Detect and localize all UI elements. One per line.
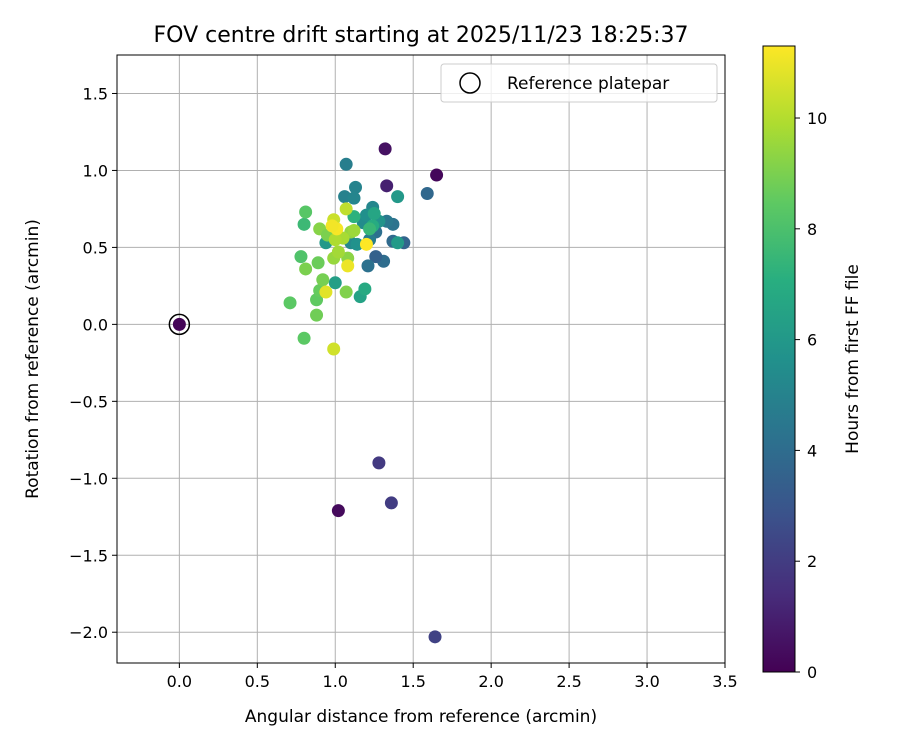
data-point	[384, 496, 398, 510]
x-tick-label: 1.0	[323, 672, 348, 691]
y-tick-label: 1.0	[83, 161, 108, 180]
y-tick-label: −1.0	[69, 469, 108, 488]
legend-label: Reference platepar	[507, 74, 669, 94]
x-tick-label: 2.5	[556, 672, 581, 691]
data-point	[294, 250, 308, 264]
data-point	[420, 187, 434, 201]
colorbar-ticks: 0 2 4 6 8 10	[795, 109, 827, 682]
y-tick-label: 1.5	[83, 84, 108, 103]
y-tick-label: 0.5	[83, 238, 108, 257]
y-tick-label: 0.0	[83, 315, 108, 334]
data-point	[331, 504, 345, 518]
legend: Reference platepar	[440, 63, 718, 103]
colorbar: 0 2 4 6 8 10 Hours from first FF file	[762, 45, 863, 682]
y-tick-label: −0.5	[69, 392, 108, 411]
data-point	[328, 233, 342, 247]
data-point	[369, 250, 383, 264]
colorbar-tick-label: 6	[807, 331, 817, 350]
x-axis-ticks: 0.0 0.5 1.0 1.5 2.0 2.5 3.0 3.5	[167, 663, 738, 691]
data-point	[391, 190, 405, 204]
data-point	[299, 262, 313, 276]
data-point	[359, 237, 373, 251]
plot-frame	[116, 54, 726, 664]
y-tick-label: −2.0	[69, 623, 108, 642]
data-point	[331, 245, 345, 259]
legend-marker-icon	[459, 72, 481, 94]
data-point	[299, 205, 313, 219]
data-point	[319, 285, 333, 299]
colorbar-tick-label: 2	[807, 552, 817, 571]
y-tick-label: −1.5	[69, 546, 108, 565]
data-point	[361, 259, 375, 273]
x-tick-label: 1.5	[400, 672, 425, 691]
data-point	[428, 630, 442, 644]
data-point	[372, 456, 386, 470]
x-axis-label: Angular distance from reference (arcmin)	[245, 707, 597, 727]
data-point	[327, 342, 341, 356]
data-point	[311, 256, 325, 270]
data-point	[350, 237, 364, 251]
legend-box	[440, 63, 718, 103]
data-point	[347, 191, 361, 205]
data-point	[339, 202, 353, 216]
data-point	[283, 296, 297, 310]
data-point	[325, 219, 339, 233]
data-point	[349, 180, 363, 194]
data-point	[391, 236, 405, 250]
colorbar-tick-label: 0	[807, 663, 817, 682]
data-point	[297, 217, 311, 231]
y-axis-ticks: −2.0 −1.5 −1.0 −0.5 0.0 0.5 1.0 1.5	[69, 84, 117, 642]
colorbar-label: Hours from first FF file	[843, 264, 863, 454]
data-point	[430, 168, 444, 182]
data-point	[363, 222, 377, 236]
x-tick-label: 2.0	[478, 672, 503, 691]
colorbar-tick-label: 10	[807, 109, 827, 128]
data-point	[297, 331, 311, 345]
data-point	[380, 179, 394, 193]
grid-lines	[117, 55, 726, 663]
data-point	[347, 223, 361, 237]
x-tick-label: 3.5	[712, 672, 737, 691]
data-point	[341, 259, 355, 273]
data-point	[367, 207, 381, 221]
data-points	[172, 142, 444, 644]
reference-platepar-marker	[168, 313, 191, 336]
x-tick-label: 0.0	[167, 672, 192, 691]
data-point	[378, 142, 392, 156]
data-point	[358, 282, 372, 296]
chart-title: FOV centre drift starting at 2025/11/23 …	[154, 23, 689, 48]
data-point	[328, 276, 342, 290]
data-point	[339, 157, 353, 171]
colorbar-tick-label: 8	[807, 220, 817, 239]
colorbar-tick-label: 4	[807, 441, 817, 460]
y-axis-label: Rotation from reference (arcmin)	[23, 219, 43, 499]
x-tick-label: 0.5	[245, 672, 270, 691]
data-point	[310, 308, 324, 322]
data-point	[316, 273, 330, 287]
colorbar-bar	[762, 45, 796, 673]
x-tick-label: 3.0	[634, 672, 659, 691]
data-point	[172, 317, 186, 331]
data-point	[339, 285, 353, 299]
